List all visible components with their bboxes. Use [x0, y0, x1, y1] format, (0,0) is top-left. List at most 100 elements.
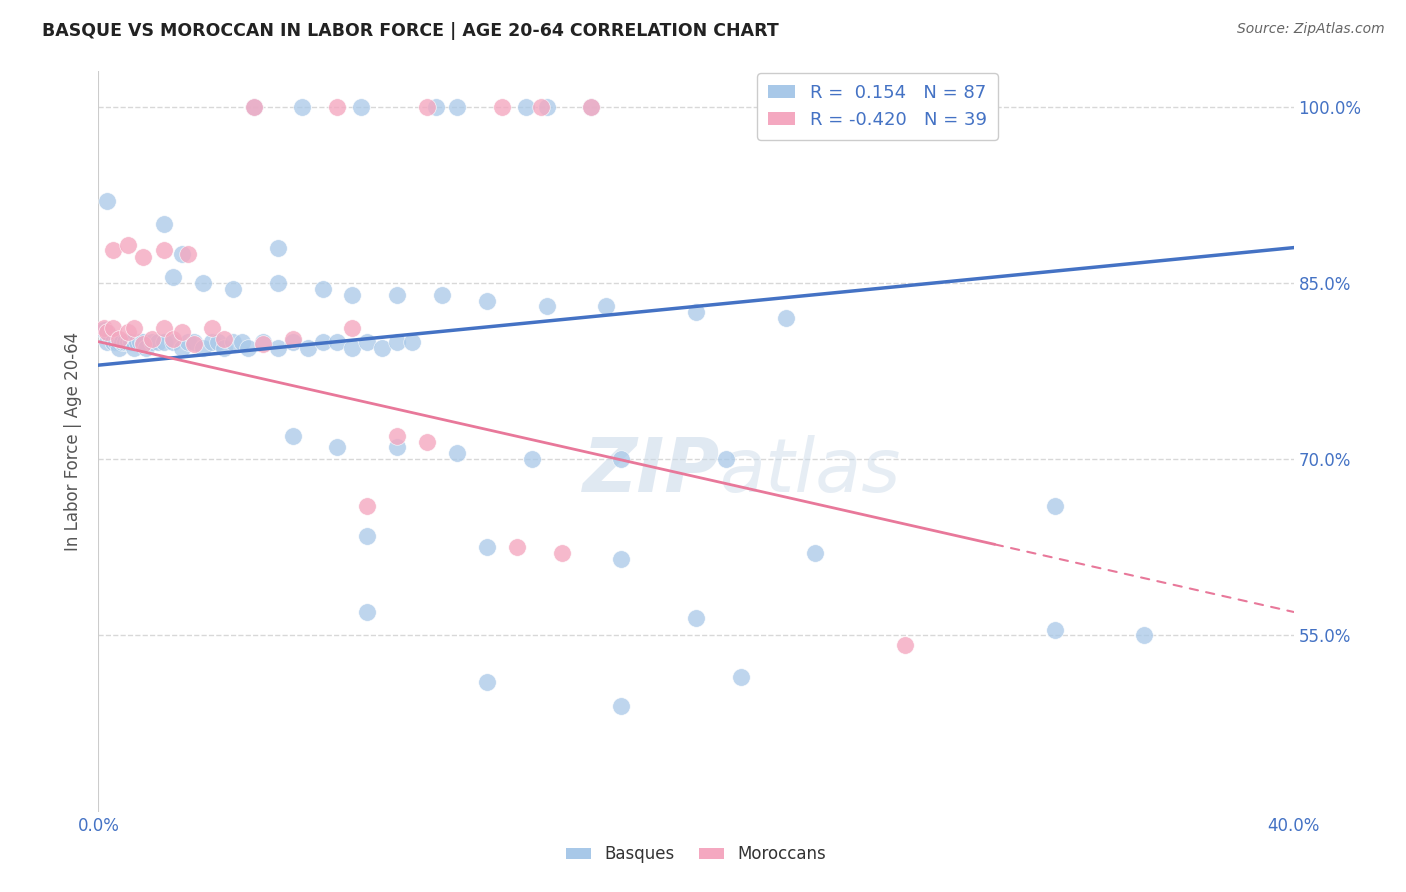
Point: [529, 100, 551, 114]
Point: [153, 243, 176, 257]
Point: [416, 100, 439, 114]
Point: [865, 100, 887, 114]
Point: [342, 287, 364, 301]
Point: [326, 441, 349, 455]
Point: [356, 605, 378, 619]
Point: [536, 100, 558, 114]
Point: [491, 100, 513, 114]
Point: [162, 270, 184, 285]
Point: [231, 334, 253, 349]
Point: [212, 332, 235, 346]
Point: [212, 341, 235, 355]
Point: [183, 334, 205, 349]
Point: [243, 100, 266, 114]
Point: [117, 334, 139, 349]
Point: [425, 100, 447, 114]
Point: [775, 311, 797, 326]
Point: [177, 246, 200, 260]
Point: [326, 334, 349, 349]
Point: [252, 334, 274, 349]
Point: [581, 100, 603, 114]
Point: [108, 341, 131, 355]
Point: [103, 334, 125, 349]
Text: BASQUE VS MOROCCAN IN LABOR FORCE | AGE 20-64 CORRELATION CHART: BASQUE VS MOROCCAN IN LABOR FORCE | AGE …: [42, 22, 779, 40]
Point: [111, 334, 134, 349]
Point: [191, 276, 214, 290]
Point: [252, 337, 274, 351]
Point: [685, 611, 707, 625]
Point: [581, 100, 603, 114]
Point: [281, 428, 304, 442]
Point: [506, 541, 529, 555]
Point: [108, 332, 131, 346]
Point: [93, 320, 115, 334]
Point: [135, 341, 157, 355]
Point: [595, 299, 617, 313]
Legend: Basques, Moroccans: Basques, Moroccans: [560, 838, 832, 870]
Point: [371, 341, 394, 355]
Point: [430, 287, 453, 301]
Point: [201, 334, 224, 349]
Point: [103, 243, 125, 257]
Point: [401, 334, 423, 349]
Point: [207, 334, 229, 349]
Point: [281, 334, 304, 349]
Point: [222, 282, 245, 296]
Point: [536, 299, 558, 313]
Point: [124, 341, 146, 355]
Point: [446, 100, 468, 114]
Point: [172, 325, 194, 339]
Point: [342, 320, 364, 334]
Point: [132, 337, 155, 351]
Point: [117, 238, 139, 252]
Point: [96, 325, 118, 339]
Point: [356, 334, 378, 349]
Point: [311, 282, 333, 296]
Point: [475, 293, 498, 308]
Point: [114, 334, 136, 349]
Point: [103, 320, 125, 334]
Point: [730, 669, 752, 683]
Text: ZIP: ZIP: [582, 434, 720, 508]
Point: [108, 334, 131, 349]
Point: [446, 446, 468, 460]
Point: [1043, 499, 1066, 513]
Point: [475, 541, 498, 555]
Point: [183, 337, 205, 351]
Point: [172, 246, 194, 260]
Point: [281, 332, 304, 346]
Point: [311, 334, 333, 349]
Point: [326, 100, 349, 114]
Point: [297, 341, 319, 355]
Point: [132, 250, 155, 264]
Point: [162, 334, 184, 349]
Point: [153, 334, 176, 349]
Point: [267, 241, 290, 255]
Point: [162, 332, 184, 346]
Text: atlas: atlas: [720, 435, 901, 508]
Point: [1133, 628, 1156, 642]
Point: [520, 452, 543, 467]
Point: [610, 552, 633, 566]
Point: [291, 100, 314, 114]
Point: [1043, 623, 1066, 637]
Point: [894, 638, 917, 652]
Point: [148, 334, 170, 349]
Point: [100, 328, 122, 343]
Point: [385, 441, 409, 455]
Point: [96, 194, 118, 208]
Point: [243, 100, 266, 114]
Point: [105, 334, 128, 349]
Point: [356, 499, 378, 513]
Point: [267, 276, 290, 290]
Point: [475, 675, 498, 690]
Point: [610, 698, 633, 713]
Point: [153, 217, 176, 231]
Point: [120, 334, 142, 349]
Point: [385, 287, 409, 301]
Point: [93, 323, 115, 337]
Point: [550, 546, 572, 560]
Point: [222, 334, 245, 349]
Point: [714, 452, 737, 467]
Point: [804, 546, 827, 560]
